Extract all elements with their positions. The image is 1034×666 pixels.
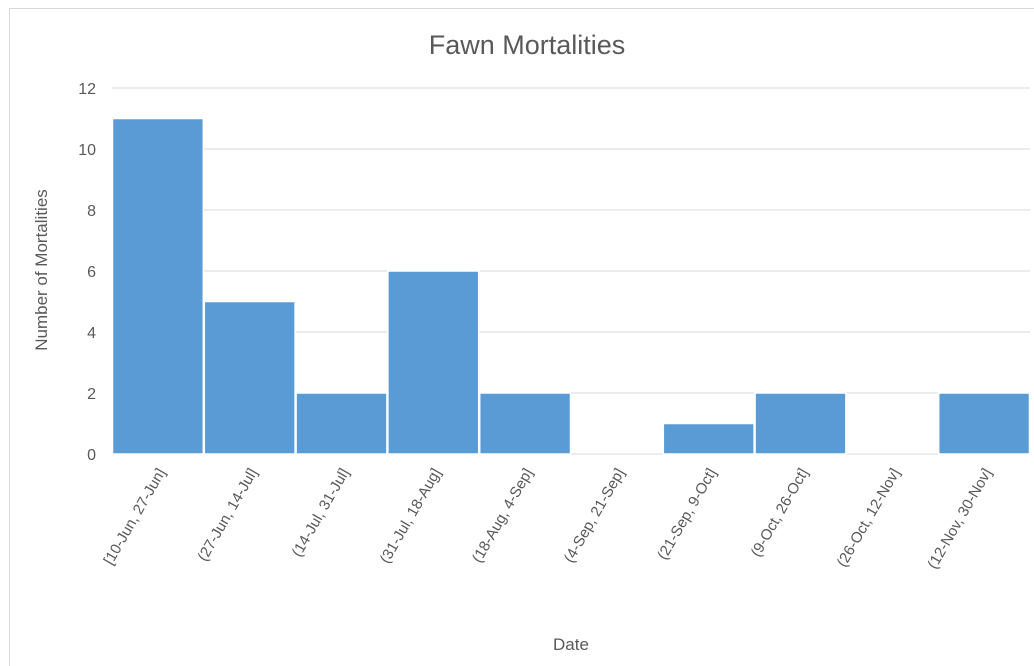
y-tick-label: 2 [87, 386, 96, 403]
y-axis-ticks: 0 2 4 6 8 10 12 [78, 81, 96, 464]
bar [478, 392, 572, 455]
x-tick-label: (9-Oct, 26-Oct] [748, 466, 812, 560]
bar [203, 300, 296, 455]
bar [662, 422, 755, 455]
bar [387, 270, 480, 455]
x-axis-categories: [10-Jun, 27-Jun] (27-Jun, 14-Jul] (14-Jul,… [100, 466, 995, 572]
y-tick-label: 8 [87, 203, 96, 220]
y-tick-label: 4 [87, 325, 96, 342]
bars [111, 117, 1031, 455]
x-tick-label: (21-Sep, 9-Oct] [654, 466, 720, 563]
y-tick-label: 12 [78, 81, 96, 98]
x-tick-label: (26-Oct, 12-Nov] [834, 466, 904, 571]
x-tick-label: (12-Nov, 30-Nov] [924, 466, 995, 572]
x-tick-label: (31-Jul, 18-Aug] [377, 466, 445, 567]
bar [295, 392, 388, 455]
y-tick-label: 6 [87, 264, 96, 281]
x-tick-label: (18-Aug, 4-Sep] [469, 466, 537, 566]
bar [937, 392, 1031, 455]
x-tick-label: (27-Jun, 14-Jul] [194, 466, 261, 565]
bar [111, 117, 205, 455]
y-tick-label: 0 [87, 447, 96, 464]
x-tick-label: (4-Sep, 21-Sep] [561, 466, 629, 566]
x-tick-label: [10-Jun, 27-Jun] [100, 466, 169, 568]
chart-title: Fawn Mortalities [429, 30, 626, 60]
x-axis-title: Date [553, 635, 589, 654]
x-tick-label: (14-Jul, 31-Jul] [289, 466, 353, 560]
y-axis-title: Number of Mortalities [32, 189, 51, 351]
bar [754, 392, 847, 455]
y-tick-label: 10 [78, 142, 96, 159]
